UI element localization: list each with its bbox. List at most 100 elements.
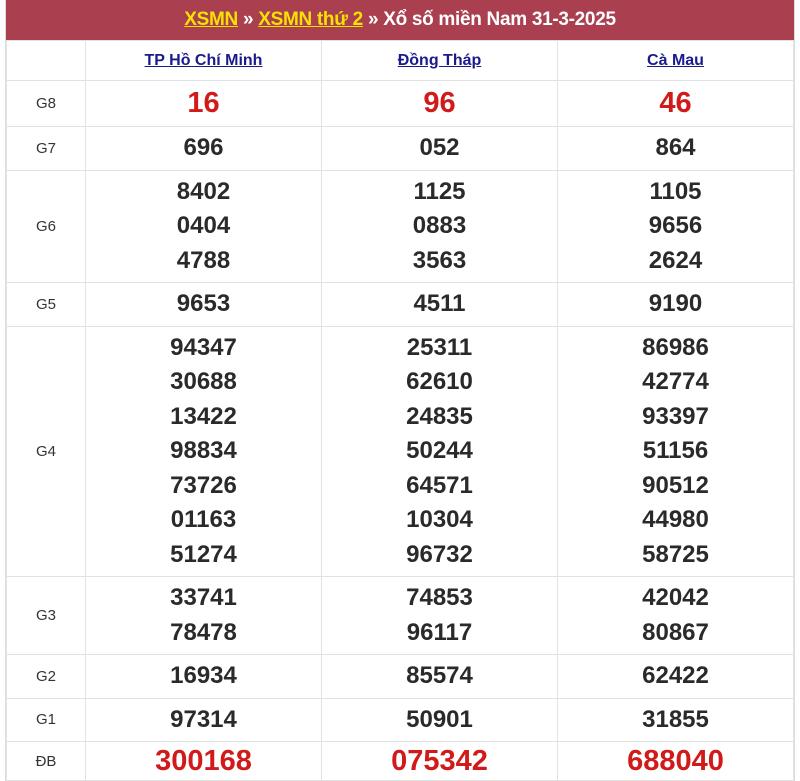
prize-number: 50901 bbox=[406, 705, 473, 733]
prize-row-db: ĐB 300168 075342 688040 bbox=[6, 741, 794, 781]
prize-number: 864 bbox=[655, 134, 696, 161]
prize-label: G5 bbox=[6, 282, 86, 327]
prize-cell: 9653 bbox=[85, 282, 322, 327]
prize-cell: 31855 bbox=[557, 697, 794, 742]
prize-row-g6: G6 8402 0404 4788 1125 0883 3563 1105 9656 2624 bbox=[6, 169, 794, 283]
prize-cell: 74853 96117 bbox=[321, 576, 558, 655]
results-table: TP Hồ Chí Minh Đồng Tháp Cà Mau G8 16 96 46… bbox=[6, 40, 794, 781]
empty-header-cell bbox=[6, 40, 86, 81]
prize-number: 44980 bbox=[642, 506, 709, 533]
prize-row-g7: G7 696 052 864 bbox=[6, 126, 794, 171]
prize-number: 8402 bbox=[176, 177, 231, 205]
prize-number: 85574 bbox=[406, 662, 473, 689]
prize-number: 9653 bbox=[176, 290, 231, 317]
prize-cell: 696 bbox=[85, 126, 322, 171]
prize-cell: 16 bbox=[85, 80, 322, 127]
prize-row-g4: G4 94347 30688 13422 98834 73726 01163 51274 253… bbox=[6, 325, 794, 577]
prize-number: 50244 bbox=[406, 437, 473, 464]
prize-cell: 4511 bbox=[321, 282, 558, 327]
prize-number: 33741 bbox=[170, 584, 237, 611]
prize-number: 0404 bbox=[176, 212, 231, 239]
prize-number: 98834 bbox=[170, 437, 237, 464]
prize-number: 94347 bbox=[170, 333, 237, 361]
prize-number: 9190 bbox=[648, 290, 703, 317]
page-title: Xổ số miền Nam 31-3-2025 bbox=[383, 9, 616, 30]
prize-cell: 9190 bbox=[557, 282, 794, 327]
prize-cell: 86986 42774 93397 51156 90512 44980 58725 bbox=[557, 325, 794, 577]
prize-number: 300168 bbox=[155, 744, 252, 777]
prize-number: 052 bbox=[419, 134, 460, 161]
prize-label: G1 bbox=[6, 697, 86, 742]
prize-cell: 8402 0404 4788 bbox=[85, 169, 322, 283]
prize-number: 90512 bbox=[642, 471, 709, 499]
prize-label: G8 bbox=[6, 80, 86, 127]
prize-cell: 052 bbox=[321, 126, 558, 171]
prize-number: 93397 bbox=[642, 402, 709, 430]
prize-cell: 1105 9656 2624 bbox=[557, 169, 794, 283]
breadcrumb-xsmn-link[interactable]: XSMN bbox=[184, 9, 238, 30]
prize-number: 9656 bbox=[648, 212, 703, 239]
breadcrumb-separator: » bbox=[367, 9, 379, 30]
prize-cell: 16934 bbox=[85, 654, 322, 699]
prize-label: G4 bbox=[6, 325, 86, 577]
prize-number: 62610 bbox=[406, 368, 473, 395]
prize-number: 0883 bbox=[412, 212, 467, 239]
province-link-hcm[interactable]: TP Hồ Chí Minh bbox=[144, 51, 263, 69]
prize-number: 46 bbox=[659, 87, 692, 120]
prize-number: 13422 bbox=[170, 402, 237, 430]
title-bar: XSMN » XSMN thứ 2 » Xổ số miền Nam 31-3-… bbox=[6, 0, 794, 40]
prize-cell: 50901 bbox=[321, 697, 558, 742]
prize-number: 1105 bbox=[649, 177, 702, 205]
prize-number: 25311 bbox=[406, 333, 473, 361]
prize-number: 62422 bbox=[642, 662, 709, 689]
prize-number: 58725 bbox=[642, 540, 709, 568]
prize-number: 64571 bbox=[406, 471, 473, 499]
prize-number: 96732 bbox=[406, 540, 473, 568]
prize-number: 688040 bbox=[627, 744, 724, 777]
prize-cell: 85574 bbox=[321, 654, 558, 699]
prize-cell: 25311 62610 24835 50244 64571 10304 96732 bbox=[321, 325, 558, 577]
prize-number: 30688 bbox=[170, 368, 237, 395]
prize-row-g5: G5 9653 4511 9190 bbox=[6, 282, 794, 327]
prize-number: 96 bbox=[423, 87, 456, 120]
province-header-row: TP Hồ Chí Minh Đồng Tháp Cà Mau bbox=[6, 40, 794, 81]
prize-number: 80867 bbox=[642, 618, 709, 646]
prize-cell: 62422 bbox=[557, 654, 794, 699]
prize-cell: 864 bbox=[557, 126, 794, 171]
prize-number: 97314 bbox=[170, 705, 237, 733]
prize-label: G3 bbox=[6, 576, 86, 655]
prize-cell: 300168 bbox=[85, 741, 322, 781]
results-panel: XSMN » XSMN thứ 2 » Xổ số miền Nam 31-3-… bbox=[5, 0, 795, 781]
province-link-ca-mau[interactable]: Cà Mau bbox=[647, 51, 704, 69]
prize-cell: 075342 bbox=[321, 741, 558, 781]
prize-number: 73726 bbox=[170, 471, 237, 499]
prize-number: 4511 bbox=[413, 290, 466, 317]
prize-number: 075342 bbox=[391, 744, 488, 777]
province-link-dong-thap[interactable]: Đồng Tháp bbox=[397, 51, 482, 69]
prize-number: 51274 bbox=[170, 540, 237, 568]
prize-number: 3563 bbox=[412, 246, 467, 274]
prize-number: 16 bbox=[187, 87, 220, 120]
province-header: Cà Mau bbox=[557, 40, 794, 81]
prize-number: 01163 bbox=[170, 506, 237, 533]
province-header: TP Hồ Chí Minh bbox=[85, 40, 322, 81]
prize-cell: 42042 80867 bbox=[557, 576, 794, 655]
province-header: Đồng Tháp bbox=[321, 40, 558, 81]
prize-number: 96117 bbox=[406, 618, 473, 646]
prize-number: 86986 bbox=[642, 333, 709, 361]
prize-cell: 96 bbox=[321, 80, 558, 127]
prize-cell: 33741 78478 bbox=[85, 576, 322, 655]
prize-cell: 1125 0883 3563 bbox=[321, 169, 558, 283]
prize-label: ĐB bbox=[6, 741, 86, 781]
prize-label: G7 bbox=[6, 126, 86, 171]
prize-row-g8: G8 16 96 46 bbox=[6, 80, 794, 127]
prize-number: 31855 bbox=[642, 705, 709, 733]
breadcrumb-xsmn-thu2-link[interactable]: XSMN thứ 2 bbox=[258, 9, 363, 30]
prize-number: 696 bbox=[183, 134, 224, 161]
prize-number: 2624 bbox=[648, 246, 703, 274]
prize-number: 74853 bbox=[406, 584, 473, 611]
prize-cell: 46 bbox=[557, 80, 794, 127]
prize-row-g3: G3 33741 78478 74853 96117 42042 80867 bbox=[6, 576, 794, 655]
prize-number: 16934 bbox=[170, 662, 237, 689]
prize-cell: 688040 bbox=[557, 741, 794, 781]
